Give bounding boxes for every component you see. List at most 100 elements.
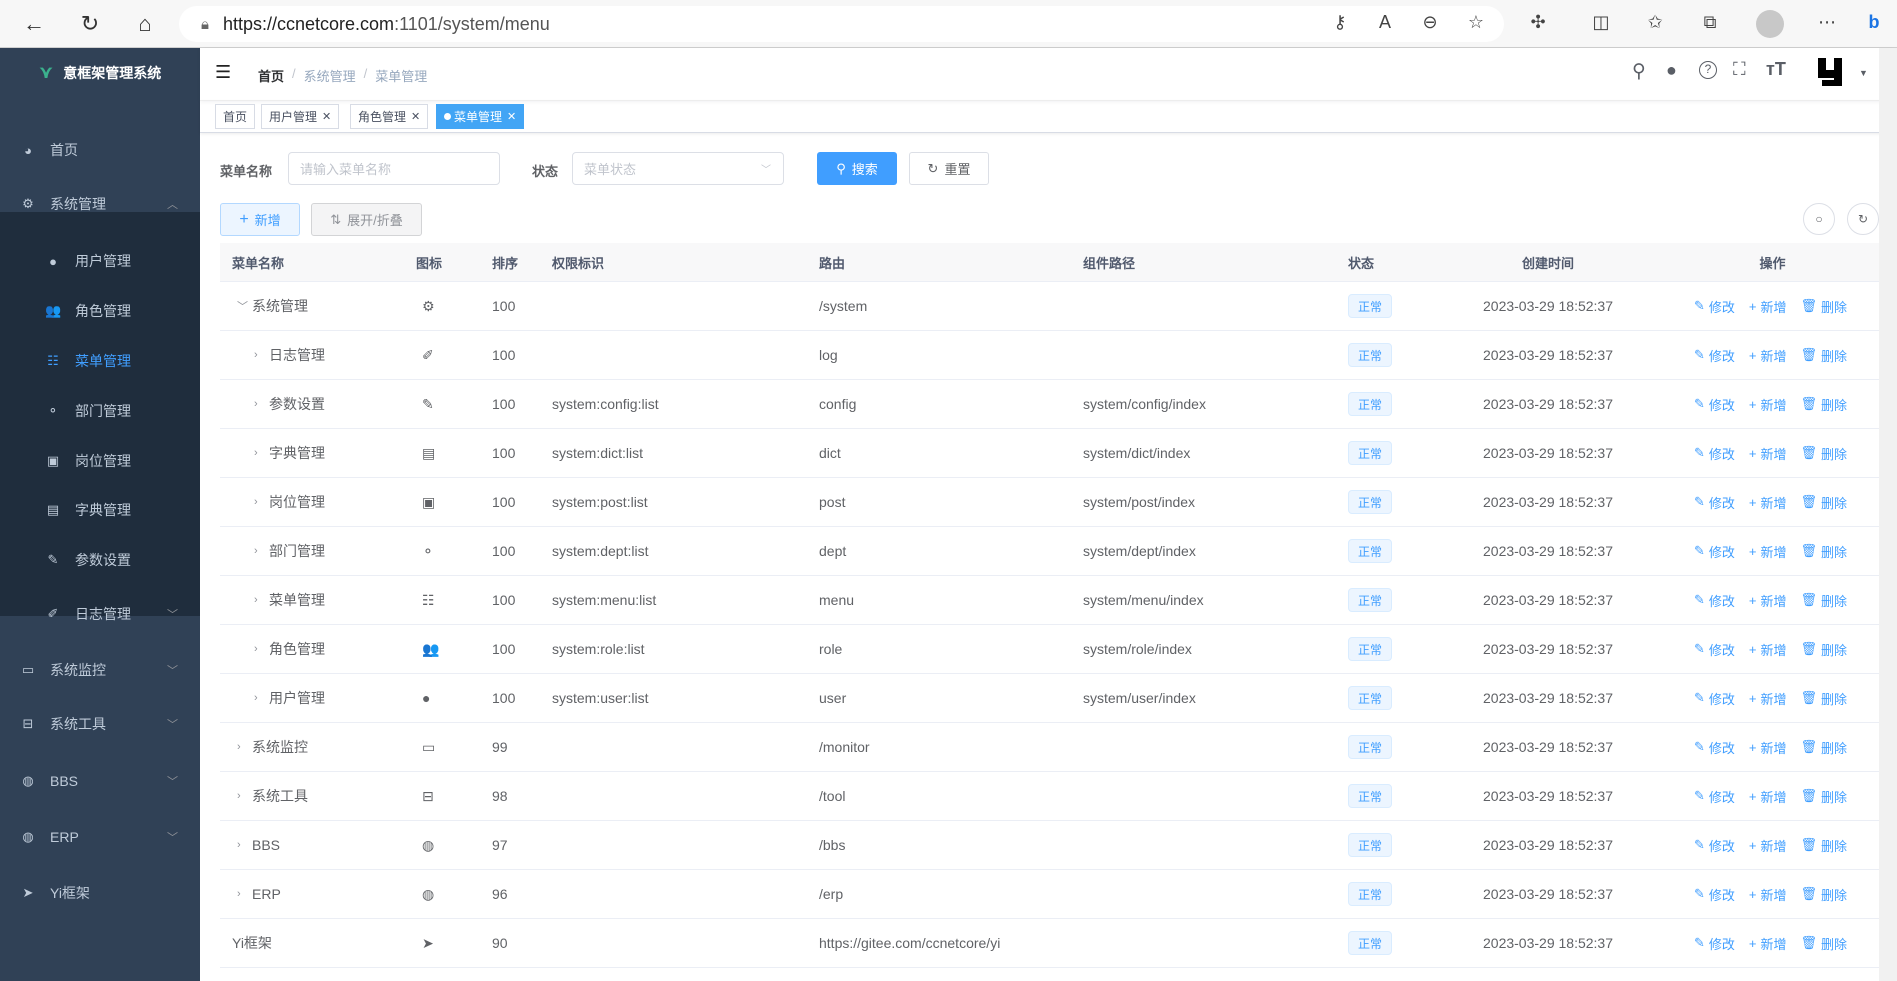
sidebar-item-10[interactable]: ▭ 系统监控 ﹀ bbox=[0, 646, 200, 694]
chevron-right-icon[interactable]: › bbox=[254, 496, 258, 508]
search-icon[interactable]: ⚲ bbox=[1632, 61, 1646, 82]
delete-button[interactable]: 🗑︎ 删除 bbox=[1801, 444, 1848, 463]
table-row[interactable]: › 日志管理 ✐ 100 log 正常 2023-03-29 18:52:37 ✎ 修改 + 新增 🗑… bbox=[220, 331, 1879, 380]
refresh-icon[interactable]: ↻ bbox=[80, 11, 100, 36]
sidebar-item-14[interactable]: ➤ Yi框架 bbox=[0, 869, 200, 917]
tag-3[interactable]: 菜单管理 ✕ bbox=[436, 104, 525, 129]
table-row[interactable]: › 菜单管理 ☷ 100 system:menu:list menu system/menu… bbox=[220, 576, 1879, 625]
profile-avatar[interactable] bbox=[1756, 10, 1784, 38]
add-child-button[interactable]: + 新增 bbox=[1749, 591, 1787, 610]
delete-button[interactable]: 🗑︎ 删除 bbox=[1801, 297, 1848, 316]
sidebar-item-13[interactable]: ◍ ERP ﹀ bbox=[0, 813, 200, 861]
extensions-icon[interactable]: ✣ bbox=[1530, 12, 1546, 32]
sidebar-item-11[interactable]: ⊟ 系统工具 ﹀ bbox=[0, 700, 200, 748]
page-scrollbar[interactable] bbox=[1879, 48, 1897, 981]
sidebar-item-1[interactable]: ⚙ 系统管理 ︿ bbox=[0, 180, 200, 228]
read-aloud-icon[interactable]: A bbox=[1378, 12, 1391, 32]
edit-button[interactable]: ✎ 修改 bbox=[1694, 591, 1735, 610]
add-child-button[interactable]: + 新增 bbox=[1749, 689, 1787, 708]
refresh-table-button[interactable]: ↻ bbox=[1847, 203, 1879, 235]
edit-button[interactable]: ✎ 修改 bbox=[1694, 297, 1735, 316]
delete-button[interactable]: 🗑︎ 删除 bbox=[1801, 934, 1848, 953]
key-icon[interactable]: ⚷ bbox=[1333, 12, 1347, 32]
edit-button[interactable]: ✎ 修改 bbox=[1694, 493, 1735, 512]
sidebar-logo[interactable]: ⋎ 意框架管理系统 bbox=[0, 48, 200, 97]
add-child-button[interactable]: + 新增 bbox=[1749, 640, 1787, 659]
delete-button[interactable]: 🗑︎ 删除 bbox=[1801, 395, 1848, 414]
add-child-button[interactable]: + 新增 bbox=[1749, 885, 1787, 904]
table-row[interactable]: › 系统监控 ▭ 99/monitor 正常 2023-03-29 18:52:37 ✎ 修改… bbox=[220, 723, 1879, 772]
chevron-down-icon[interactable]: ﹀ bbox=[237, 301, 248, 313]
sidebar-item-8[interactable]: ✎ 参数设置 bbox=[0, 536, 200, 584]
add-child-button[interactable]: + 新增 bbox=[1749, 395, 1787, 414]
back-icon[interactable]: ← bbox=[23, 11, 45, 36]
table-row[interactable]: › 系统工具 ⊟ 98/tool 正常 2023-03-29 18:52:37 ✎ 修改 + 新增… bbox=[220, 772, 1879, 821]
edit-button[interactable]: ✎ 修改 bbox=[1694, 934, 1735, 953]
table-row[interactable]: Yi框架 ➤ 90 https://gitee.com/ccnetcore/yi 正常 2… bbox=[220, 919, 1879, 968]
chevron-right-icon[interactable]: › bbox=[237, 790, 241, 802]
add-child-button[interactable]: + 新增 bbox=[1749, 493, 1787, 512]
add-child-button[interactable]: + 新增 bbox=[1749, 836, 1787, 855]
edit-button[interactable]: ✎ 修改 bbox=[1694, 542, 1735, 561]
close-icon[interactable]: ✕ bbox=[411, 111, 421, 123]
status-select[interactable]: 菜单状态 ﹀ bbox=[572, 152, 784, 185]
table-row[interactable]: › 岗位管理 ▣ 100 system:post:list post system/post… bbox=[220, 478, 1879, 527]
toggle-search-button[interactable]: ○ bbox=[1803, 203, 1835, 235]
github-icon[interactable]: ● bbox=[1666, 60, 1677, 80]
add-child-button[interactable]: + 新增 bbox=[1749, 346, 1787, 365]
add-button[interactable]: + 新增 bbox=[220, 203, 300, 236]
tag-1[interactable]: 用户管理 ✕ bbox=[261, 104, 340, 129]
delete-button[interactable]: 🗑︎ 删除 bbox=[1801, 542, 1848, 561]
table-row[interactable]: › 部门管理 ⚬ 100 system:dept:list dept system/dept… bbox=[220, 527, 1879, 576]
add-child-button[interactable]: + 新增 bbox=[1749, 934, 1787, 953]
edit-button[interactable]: ✎ 修改 bbox=[1694, 640, 1735, 659]
chevron-right-icon[interactable]: › bbox=[254, 349, 258, 361]
collections-icon[interactable]: ⧉ bbox=[1703, 12, 1717, 32]
edit-button[interactable]: ✎ 修改 bbox=[1694, 395, 1735, 414]
tag-0[interactable]: 首页 bbox=[215, 104, 256, 129]
delete-button[interactable]: 🗑︎ 删除 bbox=[1801, 689, 1848, 708]
favorites-icon[interactable]: ✩ bbox=[1647, 12, 1663, 32]
sidebar-item-6[interactable]: ▣ 岗位管理 bbox=[0, 437, 200, 485]
bing-icon[interactable]: b bbox=[1868, 12, 1880, 32]
sidebar-item-4[interactable]: ☷ 菜单管理 bbox=[0, 337, 200, 385]
chevron-right-icon[interactable]: › bbox=[254, 545, 258, 557]
sidebar-item-0[interactable]: ◕ 首页 bbox=[0, 126, 200, 174]
table-row[interactable]: ﹀ 系统管理 ⚙ 100/system 正常 2023-03-29 18:52:37 ✎ 修改… bbox=[220, 282, 1879, 331]
menu-name-input[interactable]: 请输入菜单名称 bbox=[288, 152, 500, 185]
add-child-button[interactable]: + 新增 bbox=[1749, 787, 1787, 806]
help-icon[interactable]: ? bbox=[1699, 61, 1717, 79]
split-screen-icon[interactable]: ◫ bbox=[1592, 12, 1610, 32]
hamburger-icon[interactable]: ☰ bbox=[215, 62, 232, 82]
table-row[interactable]: › 参数设置 ✎ 100 system:config:list config system/… bbox=[220, 380, 1879, 429]
expand-collapse-button[interactable]: ⇅ 展开/折叠 bbox=[311, 203, 422, 236]
edit-button[interactable]: ✎ 修改 bbox=[1694, 738, 1735, 757]
fullscreen-icon[interactable]: ⛶ bbox=[1733, 59, 1746, 79]
table-row[interactable]: › 角色管理 👥 100 system:role:list role system/role… bbox=[220, 625, 1879, 674]
font-size-icon[interactable]: тT bbox=[1766, 59, 1786, 79]
table-row[interactable]: › BBS ◍ 97/bbs 正常 2023-03-29 18:52:37 ✎ 修改 + 新增 🗑︎… bbox=[220, 821, 1879, 870]
add-child-button[interactable]: + 新增 bbox=[1749, 738, 1787, 757]
table-row[interactable]: › ERP ◍ 96/erp 正常 2023-03-29 18:52:37 ✎ 修改 + 新增 🗑︎… bbox=[220, 870, 1879, 919]
tag-2[interactable]: 角色管理 ✕ bbox=[350, 104, 429, 129]
more-icon[interactable]: ⋯ bbox=[1818, 12, 1836, 32]
chevron-right-icon[interactable]: › bbox=[254, 692, 258, 704]
add-child-button[interactable]: + 新增 bbox=[1749, 297, 1787, 316]
sidebar-item-9[interactable]: ✐ 日志管理 ﹀ bbox=[0, 590, 200, 638]
add-child-button[interactable]: + 新增 bbox=[1749, 542, 1787, 561]
table-row[interactable]: › 用户管理 ● 100 system:user:list user system/user… bbox=[220, 674, 1879, 723]
edit-button[interactable]: ✎ 修改 bbox=[1694, 787, 1735, 806]
sidebar-item-2[interactable]: ● 用户管理 bbox=[0, 237, 200, 285]
reset-button[interactable]: ↻ 重置 bbox=[909, 152, 989, 185]
delete-button[interactable]: 🗑︎ 删除 bbox=[1801, 885, 1848, 904]
home-icon[interactable]: ⌂ bbox=[138, 11, 152, 36]
delete-button[interactable]: 🗑︎ 删除 bbox=[1801, 787, 1848, 806]
zoom-out-icon[interactable]: ⊖ bbox=[1422, 12, 1438, 32]
close-icon[interactable]: ✕ bbox=[322, 111, 332, 123]
caret-down-icon[interactable]: ▼ bbox=[1859, 68, 1868, 78]
delete-button[interactable]: 🗑︎ 删除 bbox=[1801, 493, 1848, 512]
breadcrumb-home[interactable]: 首页 bbox=[258, 69, 285, 84]
close-icon[interactable]: ✕ bbox=[507, 111, 517, 123]
add-child-button[interactable]: + 新增 bbox=[1749, 444, 1787, 463]
edit-button[interactable]: ✎ 修改 bbox=[1694, 346, 1735, 365]
